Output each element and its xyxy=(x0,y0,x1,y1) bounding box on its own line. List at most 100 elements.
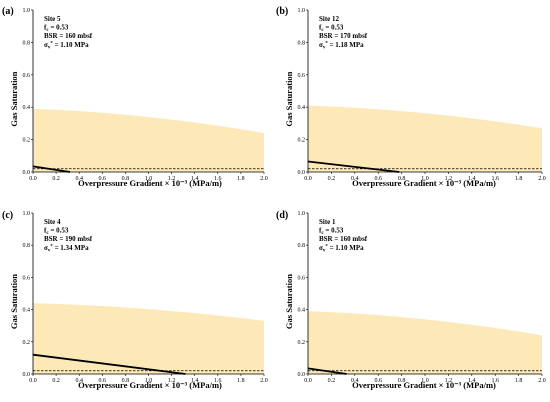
y-tick-label: 0.0 xyxy=(298,170,306,176)
x-tick-label: 0.6 xyxy=(99,378,107,384)
y-tick-label: 0.4 xyxy=(298,105,306,111)
x-tick-label: 0.0 xyxy=(304,378,312,384)
panel-label: (c) xyxy=(2,210,13,221)
y-tick-label: 0.0 xyxy=(23,170,31,176)
x-tick-label: 1.4 xyxy=(468,176,476,182)
y-tick-label: 0.6 xyxy=(23,73,31,79)
y-axis-title: Gas Saturation xyxy=(9,274,19,329)
site-label: Site 5 xyxy=(44,15,61,23)
y-tick-label: 0.8 xyxy=(298,40,306,46)
x-tick-label: 0.6 xyxy=(374,176,382,182)
x-tick-label: 0.4 xyxy=(75,378,83,384)
site-label: Site 1 xyxy=(319,218,336,226)
gas-saturation-line xyxy=(307,160,400,173)
x-tick-label: 2.0 xyxy=(260,378,268,384)
x-tick-label: 1.6 xyxy=(214,378,222,384)
x-tick-label: 1.8 xyxy=(515,176,523,182)
x-tick-label: 1.0 xyxy=(421,378,429,384)
y-tick-label: 0.6 xyxy=(23,275,31,281)
y-axis-title: Gas Saturation xyxy=(9,71,19,126)
y-tick-label: 0.2 xyxy=(298,340,306,346)
bsr-annotation: BSR = 190 mbsf xyxy=(44,235,93,243)
x-axis-title: Overpressure Gradient × 10⁻³ (MPa/m) xyxy=(352,380,496,390)
x-tick-label: 0.2 xyxy=(52,176,60,182)
fc-annotation: fc = 0.53 xyxy=(44,227,69,237)
y-tick-label: 1.0 xyxy=(23,211,31,217)
x-tick-label: 1.6 xyxy=(491,176,499,182)
x-tick-label: 2.0 xyxy=(260,176,268,182)
x-tick-label: 1.6 xyxy=(214,176,222,182)
sigma-annotation: σv* = 1.34 MPa xyxy=(44,244,89,254)
x-tick-label: 0.4 xyxy=(351,378,359,384)
y-tick-label: 0.4 xyxy=(23,105,31,111)
x-tick-label: 2.0 xyxy=(538,378,546,384)
x-tick-label: 0.4 xyxy=(351,176,359,182)
x-tick-label: 0.8 xyxy=(398,176,406,182)
x-tick-label: 0.8 xyxy=(398,378,406,384)
x-tick-label: 0.6 xyxy=(374,378,382,384)
y-tick-label: 0.6 xyxy=(298,73,306,79)
panel-label: (a) xyxy=(2,6,14,17)
y-tick-label: 0.2 xyxy=(23,138,31,144)
x-axis-title: Overpressure Gradient × 10⁻³ (MPa/m) xyxy=(78,178,222,188)
fc-annotation: fc = 0.53 xyxy=(319,24,344,33)
gas-saturation-line xyxy=(307,367,347,375)
x-tick-label: 1.8 xyxy=(515,378,523,384)
panel-label: (b) xyxy=(276,6,288,17)
sigma-annotation: σv* = 1.10 MPa xyxy=(319,244,364,254)
x-tick-label: 1.4 xyxy=(191,176,199,182)
y-tick-label: 0.4 xyxy=(298,308,306,314)
y-tick-label: 0.2 xyxy=(23,340,31,346)
site-label: Site 4 xyxy=(44,218,61,226)
x-tick-label: 1.8 xyxy=(237,176,245,182)
x-axis-title: Overpressure Gradient × 10⁻³ (MPa/m) xyxy=(352,178,496,188)
gas-saturation-line xyxy=(32,165,71,173)
fc-annotation: fc = 0.53 xyxy=(44,24,69,33)
y-tick-label: 0.4 xyxy=(23,308,31,314)
x-tick-label: 0.0 xyxy=(29,378,37,384)
x-tick-label: 1.8 xyxy=(237,378,245,384)
y-tick-label: 1.0 xyxy=(23,8,31,14)
chart-panel-4: 0.0 0.2 0.4 0.6 0.8 1.0 0.0 0.2 0.4 0.6 0.8 1.0 1.2 1… xyxy=(276,210,546,390)
x-tick-label: 1.2 xyxy=(168,378,176,384)
x-tick-label: 0.8 xyxy=(122,378,130,384)
bsr-annotation: BSR = 170 mbsf xyxy=(319,32,368,40)
chart-panel-3: 0.0 0.2 0.4 0.6 0.8 1.0 0.0 0.2 0.4 0.6 0.8 1.0 1.2 1… xyxy=(2,210,268,390)
x-tick-label: 0.0 xyxy=(304,176,312,182)
uncertainty-band xyxy=(33,303,264,374)
site-label: Site 12 xyxy=(319,15,340,23)
x-tick-label: 1.2 xyxy=(445,176,453,182)
x-tick-label: 0.2 xyxy=(52,378,60,384)
x-tick-label: 0.2 xyxy=(328,176,336,182)
x-tick-label: 1.0 xyxy=(145,378,153,384)
fc-annotation: fc = 0.53 xyxy=(319,227,344,237)
x-tick-label: 1.4 xyxy=(468,378,476,384)
x-tick-label: 0.4 xyxy=(75,176,83,182)
y-tick-label: 0.8 xyxy=(23,40,31,46)
chart-panel-1: 0.0 0.2 0.4 0.6 0.8 1.0 0.0 0.2 0.4 0.6 0.8 1.0 1.2 1… xyxy=(2,6,268,188)
gas-saturation-line xyxy=(32,353,186,375)
y-tick-label: 1.0 xyxy=(298,8,306,14)
uncertainty-band xyxy=(308,311,542,374)
y-axis-title: Gas Saturation xyxy=(284,71,294,126)
bsr-annotation: BSR = 160 mbsf xyxy=(44,32,93,40)
uncertainty-band xyxy=(33,108,264,172)
x-tick-label: 0.8 xyxy=(122,176,130,182)
y-tick-label: 0.6 xyxy=(298,275,306,281)
uncertainty-band xyxy=(308,105,542,172)
x-tick-label: 1.2 xyxy=(168,176,176,182)
x-axis-title: Overpressure Gradient × 10⁻³ (MPa/m) xyxy=(78,380,222,390)
y-tick-label: 0.2 xyxy=(298,138,306,144)
y-tick-label: 0.0 xyxy=(298,372,306,378)
x-tick-label: 0.2 xyxy=(328,378,336,384)
panel-label: (d) xyxy=(276,210,288,221)
x-tick-label: 1.0 xyxy=(421,176,429,182)
x-tick-label: 0.6 xyxy=(99,176,107,182)
x-tick-label: 2.0 xyxy=(538,176,546,182)
x-tick-label: 0.0 xyxy=(29,176,37,182)
x-tick-label: 1.4 xyxy=(191,378,199,384)
x-tick-label: 1.6 xyxy=(491,378,499,384)
y-tick-label: 1.0 xyxy=(298,211,306,217)
x-tick-label: 1.0 xyxy=(145,176,153,182)
